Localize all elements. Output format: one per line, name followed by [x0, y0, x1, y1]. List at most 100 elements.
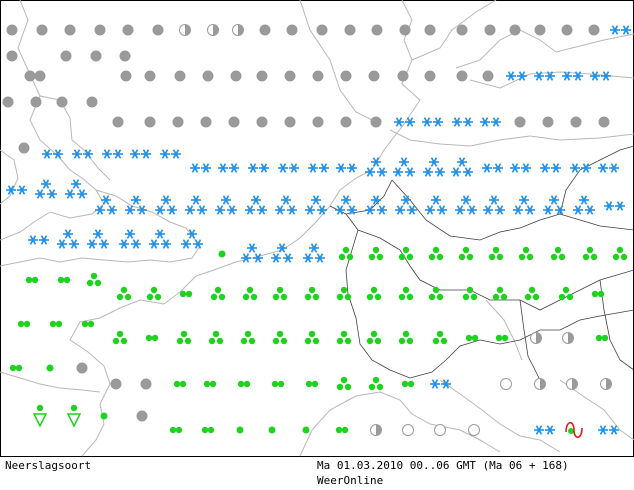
snow-triple-asterisk-icon [155, 195, 177, 215]
snow-asterisk-pair-icon [278, 163, 299, 173]
grey-dot-icon [588, 24, 600, 36]
rain-dots-icon [169, 426, 183, 434]
snow-triple-asterisk-icon [271, 243, 293, 263]
rain-triple-dot-icon [524, 286, 540, 301]
half-filled-circle-icon [530, 332, 542, 344]
rain-single-dot-icon [302, 426, 310, 434]
snow-asterisk-pair-icon [598, 163, 619, 173]
half-filled-circle-icon [562, 332, 574, 344]
grey-dot-icon [6, 24, 18, 36]
rain-triple-dot-icon [112, 330, 128, 345]
rain-dots-icon [335, 426, 349, 434]
snow-asterisk-pair-icon [430, 379, 451, 389]
half-filled-circle-icon [207, 24, 219, 36]
rain-triple-dot-icon [612, 246, 628, 261]
snow-triple-asterisk-icon [455, 195, 477, 215]
grey-dot-icon [340, 116, 352, 128]
snow-triple-asterisk-icon [275, 195, 297, 215]
rain-triple-dot-icon [242, 286, 258, 301]
snow-triple-asterisk-icon [425, 195, 447, 215]
grey-dot-icon [482, 70, 494, 82]
snow-triple-asterisk-icon [395, 195, 417, 215]
half-filled-circle-icon [179, 24, 191, 36]
rain-triple-dot-icon [558, 286, 574, 301]
rain-triple-dot-icon [116, 286, 132, 301]
empty-circle-icon [500, 378, 512, 390]
grey-dot-icon [110, 378, 122, 390]
rain-triple-dot-icon [304, 330, 320, 345]
rain-single-dot-icon [46, 364, 54, 372]
shower-triangle-icon [66, 404, 82, 428]
rain-dots-icon [271, 380, 285, 388]
rain-triple-dot-icon [86, 272, 102, 287]
rain-single-dot-icon [236, 426, 244, 434]
rain-dots-icon [305, 380, 319, 388]
rain-dots-icon [173, 380, 187, 388]
grey-dot-icon [228, 116, 240, 128]
grey-dot-icon [60, 50, 72, 62]
grey-dot-icon [312, 116, 324, 128]
grey-dot-icon [509, 24, 521, 36]
snow-asterisk-pair-icon [218, 163, 239, 173]
snow-asterisk-pair-icon [190, 163, 211, 173]
rain-triple-dot-icon [458, 246, 474, 261]
grey-dot-icon [140, 378, 152, 390]
snow-asterisk-pair-icon [394, 117, 415, 127]
snow-triple-asterisk-icon [451, 157, 473, 177]
rain-triple-dot-icon [488, 246, 504, 261]
grey-dot-icon [86, 96, 98, 108]
grey-dot-icon [18, 142, 30, 154]
rain-triple-dot-icon [398, 286, 414, 301]
snow-asterisk-pair-icon [590, 71, 611, 81]
grey-dot-icon [152, 24, 164, 36]
half-filled-circle-icon [232, 24, 244, 36]
snow-asterisk-pair-icon [42, 149, 63, 159]
grey-dot-icon [122, 24, 134, 36]
rain-triple-dot-icon [582, 246, 598, 261]
empty-circle-icon [468, 424, 480, 436]
grey-dot-icon [256, 116, 268, 128]
snow-triple-asterisk-icon [57, 229, 79, 249]
shower-triangle-icon [32, 404, 48, 428]
snow-asterisk-pair-icon [482, 163, 503, 173]
rain-triple-dot-icon [304, 286, 320, 301]
grey-dot-icon [424, 70, 436, 82]
rain-triple-dot-icon [550, 246, 566, 261]
grey-dot-icon [76, 362, 88, 374]
rain-dots-icon [145, 334, 159, 342]
rain-triple-dot-icon [366, 330, 382, 345]
grey-dot-icon [456, 70, 468, 82]
snow-triple-asterisk-icon [185, 195, 207, 215]
rain-dots-icon [17, 320, 31, 328]
rain-triple-dot-icon [336, 376, 352, 391]
snow-asterisk-pair-icon [28, 235, 49, 245]
rain-dots-icon [465, 334, 479, 342]
snow-triple-asterisk-icon [241, 243, 263, 263]
grey-dot-icon [340, 70, 352, 82]
grey-dot-icon [34, 70, 46, 82]
grey-dot-icon [94, 24, 106, 36]
snow-asterisk-pair-icon [130, 149, 151, 159]
rain-dots-icon [201, 426, 215, 434]
empty-circle-icon [434, 424, 446, 436]
rain-triple-dot-icon [368, 246, 384, 261]
rain-triple-dot-icon [432, 330, 448, 345]
snow-asterisk-pair-icon [562, 71, 583, 81]
rain-triple-dot-icon [240, 330, 256, 345]
grey-dot-icon [424, 24, 436, 36]
snow-asterisk-pair-icon [534, 425, 555, 435]
grey-dot-icon [2, 96, 14, 108]
grey-dot-icon [456, 24, 468, 36]
snow-triple-asterisk-icon [87, 229, 109, 249]
rain-dots-icon [25, 276, 39, 284]
half-filled-circle-icon [566, 378, 578, 390]
snow-triple-asterisk-icon [483, 195, 505, 215]
grey-dot-icon [284, 116, 296, 128]
snow-triple-asterisk-icon [125, 195, 147, 215]
snow-triple-asterisk-icon [65, 179, 87, 199]
map-type-label: Neerslagsoort [5, 459, 92, 472]
grey-dot-icon [200, 116, 212, 128]
snow-asterisk-pair-icon [422, 117, 443, 127]
rain-dots-icon [591, 290, 605, 298]
snow-asterisk-pair-icon [506, 71, 527, 81]
